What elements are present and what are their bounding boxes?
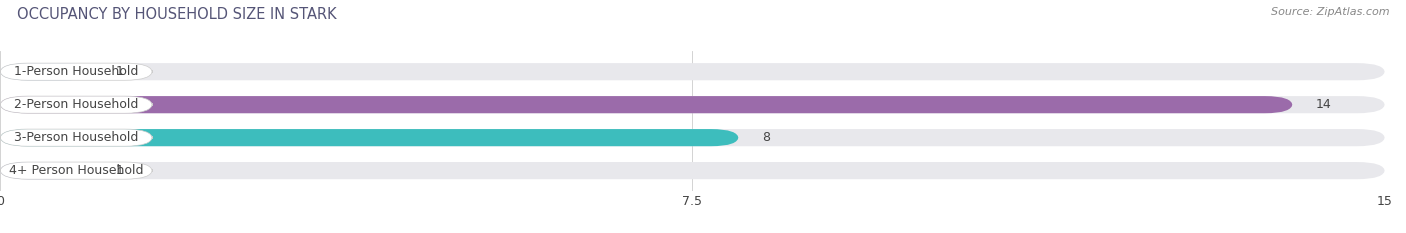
Text: 1: 1 xyxy=(115,65,124,78)
FancyBboxPatch shape xyxy=(0,162,152,179)
FancyBboxPatch shape xyxy=(0,63,93,80)
FancyBboxPatch shape xyxy=(0,129,738,146)
FancyBboxPatch shape xyxy=(0,96,1385,113)
Text: Source: ZipAtlas.com: Source: ZipAtlas.com xyxy=(1271,7,1389,17)
Text: 2-Person Household: 2-Person Household xyxy=(14,98,138,111)
FancyBboxPatch shape xyxy=(0,96,152,113)
Text: 14: 14 xyxy=(1316,98,1331,111)
FancyBboxPatch shape xyxy=(0,129,1385,146)
FancyBboxPatch shape xyxy=(0,162,1385,179)
Text: 1: 1 xyxy=(115,164,124,177)
FancyBboxPatch shape xyxy=(0,129,152,146)
FancyBboxPatch shape xyxy=(0,63,152,80)
FancyBboxPatch shape xyxy=(0,63,1385,80)
Text: 4+ Person Household: 4+ Person Household xyxy=(8,164,143,177)
Text: 8: 8 xyxy=(762,131,769,144)
FancyBboxPatch shape xyxy=(0,162,93,179)
Text: 1-Person Household: 1-Person Household xyxy=(14,65,138,78)
Text: OCCUPANCY BY HOUSEHOLD SIZE IN STARK: OCCUPANCY BY HOUSEHOLD SIZE IN STARK xyxy=(17,7,336,22)
FancyBboxPatch shape xyxy=(0,96,1292,113)
Text: 3-Person Household: 3-Person Household xyxy=(14,131,138,144)
